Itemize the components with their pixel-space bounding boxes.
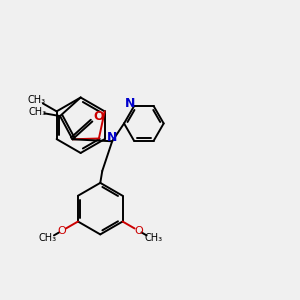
Text: CH₃: CH₃ (28, 95, 46, 105)
Text: N: N (107, 131, 117, 144)
Text: CH₃: CH₃ (28, 107, 46, 117)
Text: O: O (134, 226, 143, 236)
Text: N: N (125, 97, 135, 110)
Text: O: O (93, 110, 104, 123)
Text: O: O (57, 226, 66, 236)
Text: CH₃: CH₃ (38, 233, 56, 243)
Text: CH₃: CH₃ (144, 233, 163, 243)
